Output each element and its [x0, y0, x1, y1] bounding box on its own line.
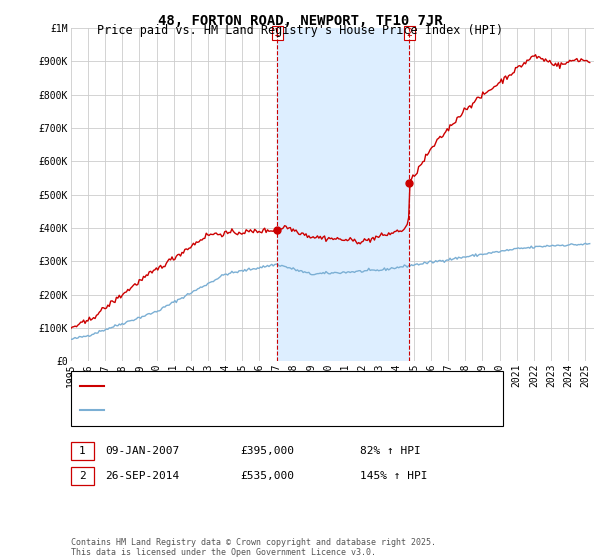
Text: £535,000: £535,000 [240, 471, 294, 481]
Bar [277, 28, 409, 361]
Text: 2: 2 [406, 28, 412, 38]
Text: 145% ↑ HPI: 145% ↑ HPI [360, 471, 427, 481]
Text: 1: 1 [79, 446, 86, 456]
Text: 48, FORTON ROAD, NEWPORT, TF10 7JR (detached house): 48, FORTON ROAD, NEWPORT, TF10 7JR (deta… [110, 381, 428, 391]
Text: 09-JAN-2007: 09-JAN-2007 [105, 446, 179, 456]
Text: 26-SEP-2014: 26-SEP-2014 [105, 471, 179, 481]
Text: 2: 2 [79, 471, 86, 481]
Text: 48, FORTON ROAD, NEWPORT, TF10 7JR: 48, FORTON ROAD, NEWPORT, TF10 7JR [158, 14, 442, 28]
Text: Contains HM Land Registry data © Crown copyright and database right 2025.
This d: Contains HM Land Registry data © Crown c… [71, 538, 436, 557]
Text: 1: 1 [274, 28, 280, 38]
Text: Price paid vs. HM Land Registry's House Price Index (HPI): Price paid vs. HM Land Registry's House … [97, 24, 503, 36]
Text: £395,000: £395,000 [240, 446, 294, 456]
Text: HPI: Average price, detached house, Telford and Wrekin: HPI: Average price, detached house, Telf… [110, 405, 448, 415]
Text: 82% ↑ HPI: 82% ↑ HPI [360, 446, 421, 456]
